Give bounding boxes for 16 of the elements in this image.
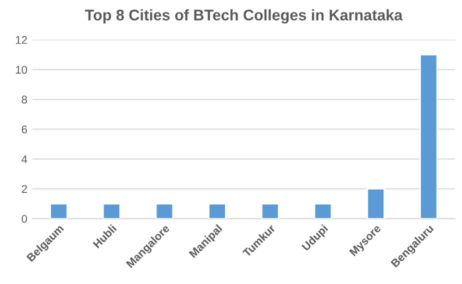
bar [50,203,68,219]
bar [366,188,385,219]
y-tick-label: 2 [22,185,27,193]
bar [420,54,438,219]
bar [155,203,174,219]
chart-title: Top 8 Cities of BTech Colleges in Karnataka [84,9,403,24]
bar [314,203,332,219]
y-tick-label: 4 [22,155,28,164]
y-tick-label: 0 [22,214,28,223]
y-tick-label: 12 [16,36,27,44]
bar [260,203,280,219]
bar [102,203,121,219]
y-tick-label: 10 [16,66,28,74]
y-tick-label: 6 [22,125,27,134]
y-tick-label: 8 [22,96,27,104]
bar [208,203,226,219]
